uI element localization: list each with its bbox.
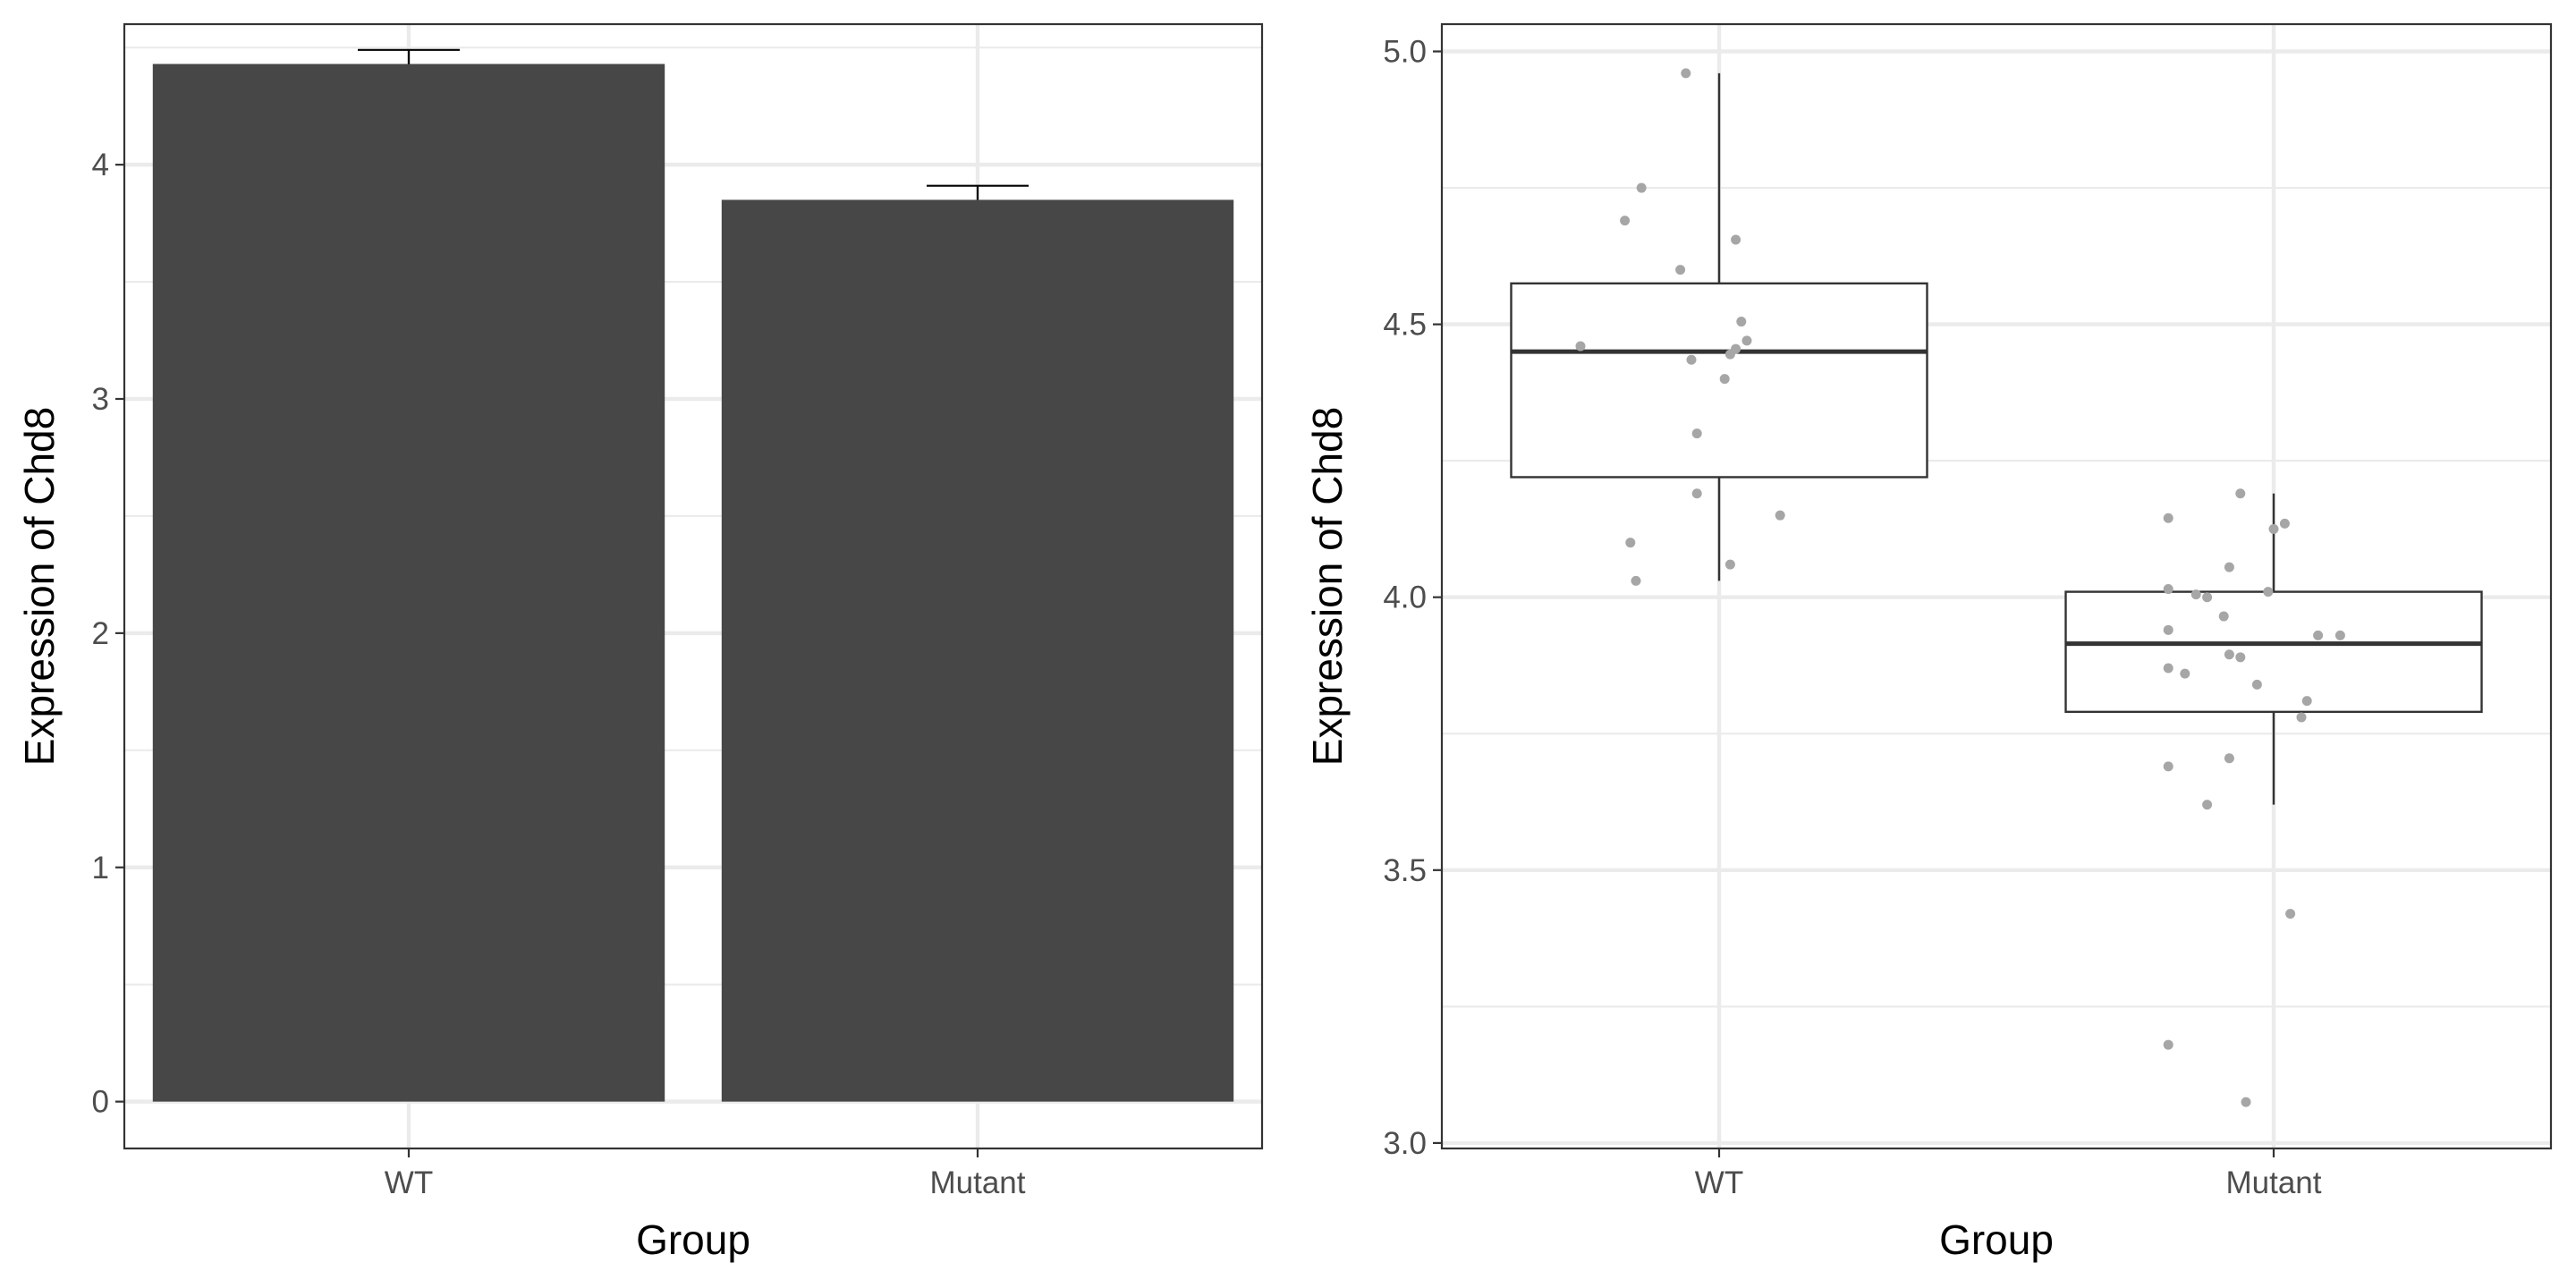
data-point [1625, 538, 1636, 548]
box-y-tick-label: 3.5 [1383, 853, 1427, 888]
data-point [1675, 265, 1686, 275]
data-point [2313, 630, 2324, 640]
data-point [2224, 562, 2234, 572]
data-point [1575, 341, 1586, 352]
bar-y-tick-label: 3 [92, 382, 109, 417]
bar-chart-panel: 0 1 2 3 4 WT Mutant Group Expression of Chd8 [16, 22, 1264, 1263]
data-point [2163, 513, 2174, 523]
data-point [2235, 652, 2246, 663]
data-point [2268, 523, 2279, 534]
box-y-tick-label: 4.5 [1383, 308, 1427, 343]
box-x-axis-title: Group [1939, 1216, 2054, 1263]
box-y-axis-title: Expression of Chd8 [1304, 407, 1351, 766]
data-point [1691, 488, 1702, 499]
data-point [2285, 909, 2296, 919]
data-point [2334, 630, 2345, 640]
bar-x-tick-label: WT [385, 1165, 433, 1200]
bar-x-axis-title: Group [636, 1216, 750, 1263]
bar-x-tick-label: Mutant [930, 1165, 1026, 1200]
box-plot-area [1442, 24, 2551, 1148]
box-plot-panel: 3.0 3.5 4.0 4.5 5.0 WT Mutant Group Expression o… [1304, 22, 2553, 1263]
data-point [2202, 592, 2213, 603]
data-point [2163, 663, 2174, 674]
data-point [2279, 518, 2290, 529]
box-x-tick-label: Mutant [2226, 1165, 2322, 1200]
box-mutant [2064, 590, 2483, 714]
box-wt [1510, 282, 1928, 479]
bar-y-tick-label: 1 [92, 851, 109, 886]
bar-y-axis-title: Expression of Chd8 [16, 407, 63, 766]
data-point [1631, 575, 1641, 586]
bar-y-tick-label: 2 [92, 616, 109, 651]
box-panel-border [1440, 22, 2553, 1150]
data-point [1724, 559, 1735, 570]
bar-wt [152, 64, 665, 1102]
data-point [2190, 589, 2201, 600]
data-point [2251, 679, 2262, 690]
data-point [1775, 510, 1785, 521]
data-point [1741, 335, 1752, 346]
bar-panel-border [123, 22, 1264, 1150]
data-point [1686, 354, 1697, 365]
data-point [2241, 1097, 2251, 1107]
bar-mutant [721, 199, 1234, 1102]
data-point [2180, 668, 2190, 679]
data-point [1736, 317, 1747, 327]
data-point [2163, 584, 2174, 595]
data-point [2296, 712, 2307, 723]
data-point [2301, 696, 2312, 707]
box-x-tick-label: WT [1695, 1165, 1743, 1200]
data-point [1731, 234, 1741, 245]
data-point [2163, 624, 2174, 635]
data-point [1681, 68, 1691, 79]
data-point [1724, 349, 1735, 360]
bar-y-tick-label: 4 [92, 148, 109, 182]
data-point [2218, 611, 2229, 622]
data-point [1691, 428, 1702, 439]
data-point [2163, 1039, 2174, 1050]
data-point [1719, 374, 1730, 385]
data-point [1620, 216, 1631, 226]
data-point [2224, 753, 2234, 764]
bar-y-tick-label: 0 [92, 1085, 109, 1120]
box-y-tick-label: 5.0 [1383, 35, 1427, 70]
box-y-tick-label: 3.0 [1383, 1126, 1427, 1161]
data-point [2163, 761, 2174, 772]
data-point [2263, 587, 2274, 597]
box-y-tick-label: 4.0 [1383, 580, 1427, 615]
data-point [1636, 182, 1647, 193]
data-point [2224, 649, 2234, 660]
data-point [2202, 800, 2213, 810]
data-point [2235, 488, 2246, 499]
